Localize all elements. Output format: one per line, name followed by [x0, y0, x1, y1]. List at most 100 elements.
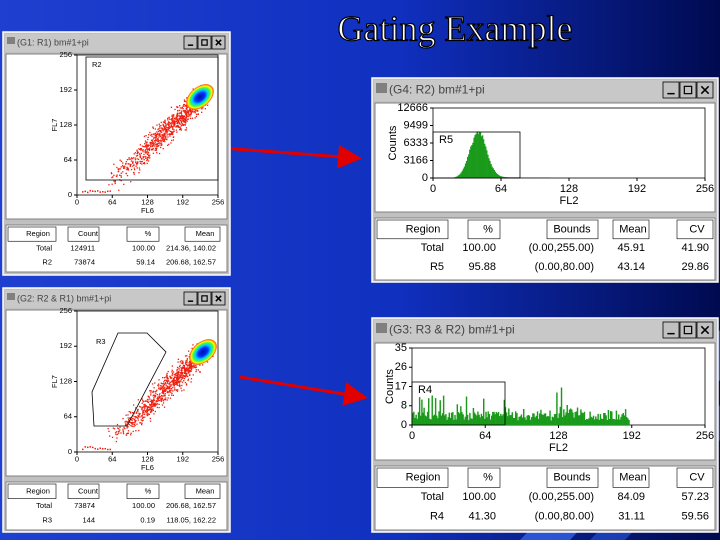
event-dot: [145, 145, 146, 146]
event-dot: [183, 106, 184, 107]
event-dot: [169, 134, 170, 135]
event-dot: [150, 412, 151, 413]
event-dot: [92, 447, 94, 449]
window-button-min[interactable]: [663, 82, 679, 98]
event-dot: [196, 116, 197, 117]
event-dot: [165, 136, 166, 137]
event-dot: [120, 160, 121, 161]
event-dot: [190, 118, 191, 119]
event-dot: [185, 382, 186, 383]
event-dot: [172, 129, 173, 130]
event-dot: [186, 361, 187, 362]
event-dot: [171, 125, 172, 126]
event-dot: [173, 380, 174, 381]
event-dot: [191, 381, 192, 382]
table-cell: 206.68, 162.57: [166, 258, 216, 267]
event-dot: [169, 119, 170, 120]
window-button-min[interactable]: [184, 292, 197, 305]
event-dot: [141, 415, 142, 416]
event-dot: [164, 141, 165, 142]
event-dot: [179, 105, 180, 106]
event-dot: [176, 370, 177, 371]
y-axis-label: Counts: [387, 125, 399, 160]
event-dot: [142, 400, 143, 401]
table-cell: 45.91: [617, 242, 645, 254]
window-button-max[interactable]: [680, 322, 696, 338]
table-cell: 43.14: [617, 261, 645, 273]
event-dot: [163, 400, 164, 401]
header-cell: [127, 484, 159, 499]
event-dot: [109, 436, 110, 437]
x-tick-label: 256: [696, 430, 714, 442]
window-button-min[interactable]: [184, 36, 197, 49]
event-dot: [138, 419, 139, 420]
event-dot: [152, 143, 153, 144]
event-dot: [185, 113, 186, 114]
event-dot: [145, 152, 146, 153]
event-dot: [142, 414, 143, 415]
event-dot: [161, 142, 162, 143]
window-button-min[interactable]: [663, 322, 679, 338]
y-axis-label: Counts: [384, 369, 396, 404]
event-dot: [183, 365, 184, 366]
event-dot: [155, 150, 156, 151]
event-dot: [118, 190, 119, 191]
event-dot: [188, 119, 189, 120]
event-dot: [163, 134, 164, 135]
event-dot: [168, 381, 169, 382]
table-cell: 100.00: [462, 491, 496, 503]
y-tick-label: 9499: [404, 119, 428, 131]
event-dot: [118, 168, 119, 169]
event-dot: [188, 362, 189, 363]
event-dot: [122, 171, 123, 172]
event-dot: [171, 119, 172, 120]
y-tick-label: 192: [59, 341, 72, 350]
event-dot: [174, 389, 175, 390]
event-dot: [172, 387, 173, 388]
event-dot: [117, 428, 118, 429]
event-dot: [201, 112, 202, 113]
event-dot: [115, 183, 116, 184]
event-dot: [180, 124, 181, 125]
event-dot: [82, 191, 84, 193]
column-header: Mean: [196, 486, 215, 495]
event-dot: [121, 173, 122, 174]
event-dot: [138, 430, 139, 431]
event-dot: [145, 156, 146, 157]
window-button-max[interactable]: [198, 292, 211, 305]
event-dot: [161, 145, 162, 146]
event-dot: [153, 400, 154, 401]
event-dot: [165, 125, 166, 126]
event-dot: [158, 379, 159, 380]
event-dot: [126, 173, 127, 174]
x-axis-label: FL2: [549, 442, 568, 454]
event-dot: [140, 163, 141, 164]
event-dot: [173, 126, 174, 127]
column-header: Mean: [619, 223, 647, 235]
event-dot: [178, 126, 179, 127]
event-dot: [151, 136, 152, 137]
y-tick-label: 64: [64, 155, 72, 164]
table-cell: 57.23: [681, 491, 709, 503]
event-dot: [192, 344, 193, 345]
event-dot: [174, 374, 175, 375]
event-dot: [123, 433, 124, 434]
event-dot: [123, 184, 124, 185]
event-dot: [165, 380, 166, 381]
window-button-max[interactable]: [198, 36, 211, 49]
event-dot: [133, 165, 134, 166]
event-dot: [166, 386, 167, 387]
event-dot: [129, 418, 130, 419]
event-dot: [158, 131, 159, 132]
event-dot: [195, 110, 196, 111]
event-dot: [180, 365, 181, 366]
window-button-max[interactable]: [680, 82, 696, 98]
y-tick-label: 128: [59, 376, 72, 385]
event-dot: [185, 114, 186, 115]
event-dot: [137, 418, 138, 419]
event-dot: [173, 136, 174, 137]
event-dot: [152, 139, 153, 140]
event-dot: [140, 157, 141, 158]
event-dot: [174, 384, 175, 385]
event-dot: [170, 382, 171, 383]
